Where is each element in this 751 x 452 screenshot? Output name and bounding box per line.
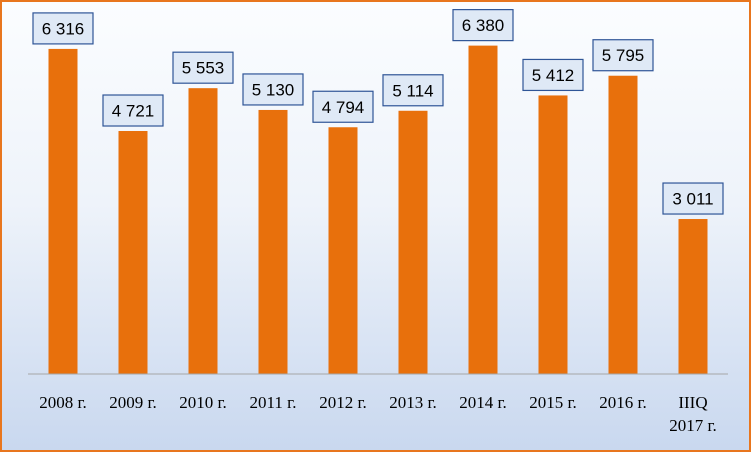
data-label-text: 6 316 (42, 19, 85, 38)
bar-0 (48, 48, 78, 374)
bar-4 (328, 127, 358, 374)
data-label-3: 5 130 (242, 73, 304, 106)
x-tick-label-9: IIIQ 2017 г. (669, 393, 717, 435)
data-label-box (452, 9, 514, 42)
x-tick-label-5: 2013 г. (389, 393, 437, 412)
x-tick-label-line: 2008 г. (39, 393, 87, 412)
data-label-6: 6 380 (452, 9, 514, 42)
x-tick-label-line: 2016 г. (599, 393, 647, 412)
x-tick-label-line: 2011 г. (250, 393, 297, 412)
x-tick-label-line: 2017 г. (669, 416, 717, 435)
data-label-text: 5 412 (532, 66, 575, 85)
bars-layer (48, 45, 708, 375)
data-label-4: 4 794 (312, 90, 374, 123)
data-label-1: 4 721 (102, 94, 164, 127)
data-label-box (592, 39, 654, 72)
data-label-box (662, 182, 724, 215)
bar-8 (608, 75, 638, 375)
data-label-text: 5 130 (252, 80, 295, 99)
data-label-7: 5 412 (522, 58, 584, 92)
bar-9 (678, 219, 708, 374)
x-tick-label-line: 2015 г. (529, 393, 577, 412)
data-label-box (242, 73, 304, 106)
bar-3 (258, 109, 288, 375)
data-label-2: 5 553 (172, 51, 234, 84)
data-label-text: 6 380 (462, 16, 505, 35)
data-label-box (382, 74, 444, 107)
bar-2 (188, 88, 218, 374)
x-tick-label-6: 2014 г. (459, 393, 507, 412)
data-label-text: 5 553 (182, 59, 225, 78)
x-tick-label-8: 2016 г. (599, 393, 647, 412)
x-tick-label-line: 2014 г. (459, 393, 507, 412)
x-tick-label-0: 2008 г. (39, 393, 87, 412)
x-tick-label-line: IIIQ (678, 393, 707, 412)
data-label-8: 5 795 (592, 39, 654, 72)
data-label-text: 3 011 (672, 190, 713, 209)
x-tick-label-1: 2009 г. (109, 393, 157, 412)
data-label-5: 5 114 (382, 74, 444, 107)
x-tick-label-3: 2011 г. (250, 393, 297, 412)
data-label-text: 4 721 (112, 102, 155, 121)
x-tick-label-4: 2012 г. (319, 393, 367, 412)
bar-7 (538, 95, 568, 375)
data-labels-layer: 6 316 4 721 5 553 5 130 4 794 5 114 6 380 5 412… (32, 9, 724, 215)
data-label-box (102, 94, 164, 127)
bar-6 (468, 45, 498, 374)
data-label-text: 4 794 (322, 98, 365, 117)
data-label-box (172, 51, 234, 84)
bar-1 (118, 131, 148, 374)
x-tick-label-line: 2009 г. (109, 393, 157, 412)
bar-5 (398, 110, 428, 374)
x-tick-label-2: 2010 г. (179, 393, 227, 412)
data-label-box (522, 58, 584, 92)
x-tick-label-line: 2010 г. (179, 393, 227, 412)
data-label-9: 3 011 (662, 182, 724, 215)
data-label-text: 5 114 (392, 81, 433, 100)
data-label-text: 5 795 (602, 46, 645, 65)
x-tick-label-7: 2015 г. (529, 393, 577, 412)
x-tick-label-line: 2013 г. (389, 393, 437, 412)
x-tick-labels-layer: 2008 г. 2009 г. 2010 г. 2011 г. 2012 г. 2013 … (39, 393, 717, 435)
data-label-0: 6 316 (32, 12, 94, 45)
data-label-box (312, 90, 374, 123)
data-label-box (32, 12, 94, 45)
x-tick-label-line: 2012 г. (319, 393, 367, 412)
